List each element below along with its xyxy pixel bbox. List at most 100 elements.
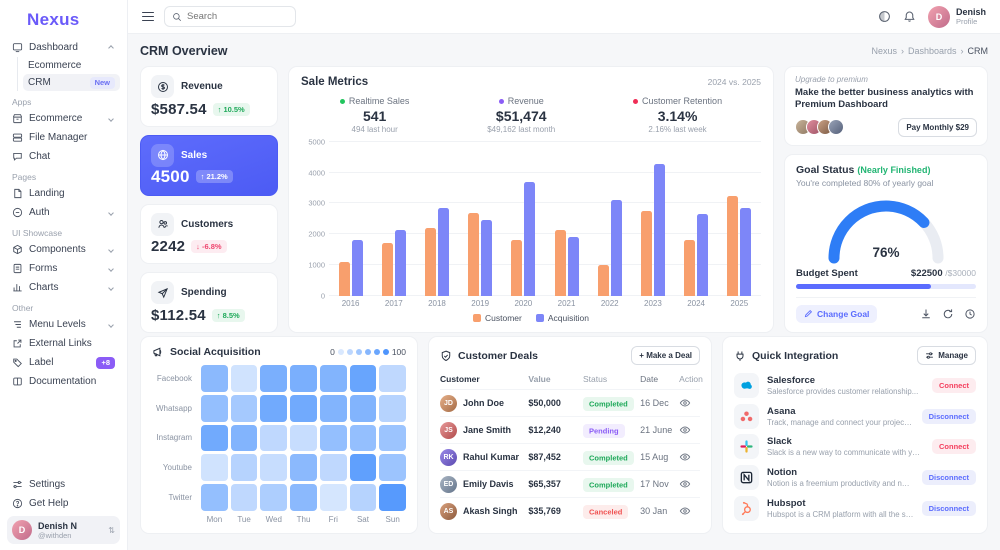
dashboard-submenu: Ecommerce CRM New	[17, 57, 120, 91]
breadcrumb-dashboards[interactable]: Dashboards	[907, 46, 957, 56]
y-tick-label: 1000	[308, 260, 325, 270]
heatmap-day-label: Tue	[237, 515, 251, 524]
bar-group	[511, 142, 536, 296]
heatmap-row-label: Instagram	[156, 433, 192, 443]
avatar: JD	[440, 394, 457, 412]
chevron-up-icon	[108, 44, 114, 51]
slack-logo	[740, 440, 753, 454]
sidebar-item-get-help[interactable]: Get Help	[7, 494, 120, 513]
y-tick-label: 5000	[308, 137, 325, 147]
sales-delta-badge: ↑ 21.2%	[195, 170, 233, 184]
table-row: JD John Doe $50,000 Completed 16 Dec	[440, 389, 700, 416]
sales-card[interactable]: Sales 4500 ↑ 21.2%	[140, 134, 278, 196]
quick-integration-card: Quick Integration Manage Salesforce	[722, 336, 988, 534]
heatmap-cell	[201, 484, 228, 511]
asana-logo	[740, 411, 753, 421]
manage-button[interactable]: Manage	[917, 346, 976, 365]
bar-acquisition	[610, 200, 622, 296]
refresh-icon[interactable]	[942, 308, 954, 320]
breadcrumb: Nexus › Dashboards › CRM	[871, 46, 988, 56]
heatmap-cell	[319, 365, 347, 392]
history-clock-icon[interactable]	[964, 308, 976, 320]
x-tick-label: 2022	[600, 298, 619, 308]
table-row: JS Jane Smith $12,240 Pending 21 June	[440, 416, 700, 443]
sidebar-item-settings[interactable]: Settings	[7, 475, 120, 494]
status-badge: Pending	[582, 423, 625, 438]
heatmap-day-label: Sat	[356, 515, 369, 524]
bar-group	[424, 142, 449, 296]
heatmap-row: Instagram	[152, 424, 407, 452]
change-goal-button[interactable]: Change Goal	[796, 304, 878, 323]
sidebar-item-components[interactable]: Components	[7, 240, 120, 259]
sidebar-item-menu-levels[interactable]: Menu Levels	[7, 315, 120, 334]
breadcrumb-nexus[interactable]: Nexus	[871, 46, 897, 56]
notifications-bell-icon[interactable]	[903, 10, 916, 23]
hamburger-menu-icon[interactable]	[142, 11, 154, 22]
customers-card[interactable]: Customers 2242 ↓ -6.8%	[140, 203, 278, 265]
disconnect-button[interactable]: Disconnect	[921, 470, 976, 486]
disconnect-button[interactable]: Disconnect	[921, 408, 976, 424]
heatmap-cell	[201, 394, 228, 422]
heatmap-cell	[260, 365, 288, 392]
search-box[interactable]	[164, 6, 296, 27]
revenue-card[interactable]: Revenue $587.54 ↑ 10.5%	[140, 66, 278, 127]
x-tick-label: 2017	[384, 298, 403, 308]
search-input[interactable]	[187, 11, 277, 22]
topbar-profile[interactable]: D Denish Profile	[927, 5, 986, 28]
sidebar-item-documentation[interactable]: Documentation	[7, 372, 120, 391]
list-item: Asana Track, manage and connect your pro…	[734, 401, 976, 432]
sidebar-item-dashboard[interactable]: Dashboard	[7, 38, 120, 57]
sidebar-item-chat[interactable]: Chat	[7, 147, 120, 166]
sidebar-item-auth[interactable]: Auth	[7, 203, 120, 222]
auth-icon	[12, 207, 23, 218]
download-icon[interactable]	[920, 308, 932, 320]
chevron-down-icon	[108, 284, 114, 291]
disconnect-button[interactable]: Disconnect	[921, 501, 976, 517]
connect-button[interactable]: Connect	[932, 439, 976, 455]
status-badge: Completed	[582, 396, 634, 411]
compare-label: 2024 vs. 2025	[707, 77, 761, 87]
bar-group	[727, 142, 752, 296]
legend-dot	[373, 349, 380, 355]
spending-value: $112.54	[151, 306, 206, 324]
heatmap-row: Twitter	[152, 484, 407, 511]
table-row: ED Emily Davis $65,357 Completed 17 Nov	[440, 470, 700, 497]
heatmap-cell	[379, 424, 407, 452]
sidebar-item-label[interactable]: Label +8	[7, 353, 120, 372]
select-chevrons-icon: ⇅	[108, 525, 115, 535]
section-label-other: Other	[12, 303, 34, 313]
kpi-row: Realtime Sales 541 494 last hour Revenue…	[301, 96, 761, 134]
avatar: D	[12, 520, 32, 540]
sidebar-item-charts[interactable]: Charts	[7, 278, 120, 297]
view-eye-icon[interactable]	[679, 451, 691, 463]
bar-customer	[381, 243, 393, 296]
spending-card[interactable]: Spending $112.54 ↑ 8.5%	[140, 272, 278, 333]
goal-status-card: Goal Status (Nearly Finished) You're com…	[784, 153, 988, 333]
revenue-delta-badge: ↑ 10.5%	[212, 102, 250, 116]
make-a-deal-button[interactable]: + Make a Deal	[631, 346, 700, 365]
avatar: ED	[440, 475, 457, 493]
documentation-icon	[13, 377, 22, 386]
view-eye-icon[interactable]	[679, 478, 691, 490]
sidebar-item-forms[interactable]: Forms	[7, 259, 120, 278]
view-eye-icon[interactable]	[679, 424, 691, 436]
chevron-down-icon	[108, 209, 114, 216]
bar-acquisition	[524, 181, 536, 296]
view-eye-icon[interactable]	[679, 505, 691, 517]
sidebar-item-landing[interactable]: Landing	[7, 184, 120, 203]
heatmap-cell	[290, 454, 317, 482]
profile-handle: @withden	[38, 530, 72, 540]
sidebar-item-ecommerce[interactable]: Ecommerce	[7, 109, 120, 128]
theme-toggle-icon[interactable]	[878, 10, 891, 23]
sidebar-item-crm[interactable]: CRM New	[23, 74, 120, 91]
view-eye-icon[interactable]	[679, 397, 691, 409]
sidebar-item-ecommerce-dash[interactable]: Ecommerce	[28, 60, 82, 71]
sidebar-item-external-links[interactable]: External Links	[7, 334, 120, 353]
sidebar-profile[interactable]: D Denish N @withden ⇅	[7, 516, 120, 544]
chevron-down-icon	[108, 115, 114, 122]
pay-monthly-button[interactable]: Pay Monthly $29	[898, 117, 977, 137]
legend-dot	[346, 349, 353, 355]
connect-button[interactable]: Connect	[932, 377, 976, 393]
sidebar-item-file-manager[interactable]: File Manager	[7, 128, 120, 147]
sales-value: 4500	[151, 166, 190, 186]
